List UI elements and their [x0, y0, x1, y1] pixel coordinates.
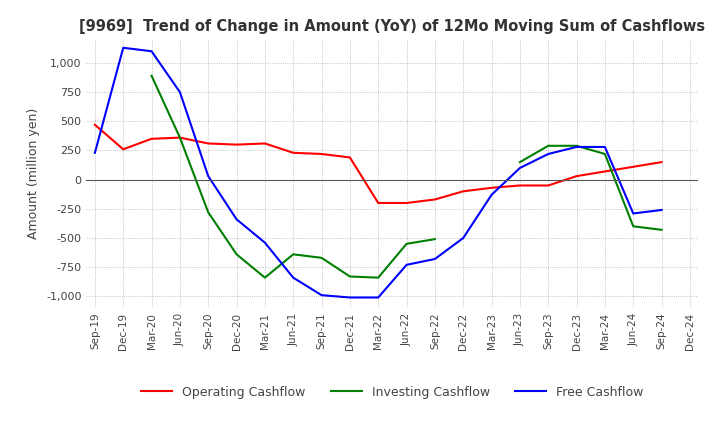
Investing Cashflow: [657, 227, 666, 232]
Free Cashflow: [91, 150, 99, 155]
Operating Cashflow: [629, 164, 637, 169]
Investing Cashflow: [600, 151, 609, 157]
Operating Cashflow: [459, 189, 467, 194]
Line: Free Cashflow: Free Cashflow: [95, 48, 662, 297]
Operating Cashflow: [148, 136, 156, 141]
Operating Cashflow: [516, 183, 524, 188]
Free Cashflow: [516, 165, 524, 171]
Operating Cashflow: [402, 200, 411, 205]
Y-axis label: Amount (million yen): Amount (million yen): [27, 108, 40, 239]
Investing Cashflow: [91, 210, 99, 215]
Investing Cashflow: [233, 252, 241, 257]
Free Cashflow: [119, 45, 127, 51]
Free Cashflow: [600, 144, 609, 150]
Operating Cashflow: [233, 142, 241, 147]
Operating Cashflow: [487, 185, 496, 191]
Free Cashflow: [459, 235, 467, 241]
Operating Cashflow: [289, 150, 297, 155]
Free Cashflow: [572, 144, 581, 150]
Investing Cashflow: [402, 241, 411, 246]
Operating Cashflow: [91, 122, 99, 128]
Operating Cashflow: [374, 200, 382, 205]
Investing Cashflow: [544, 143, 552, 148]
Free Cashflow: [487, 192, 496, 198]
Investing Cashflow: [346, 274, 354, 279]
Free Cashflow: [346, 295, 354, 300]
Operating Cashflow: [657, 159, 666, 165]
Free Cashflow: [261, 240, 269, 245]
Operating Cashflow: [318, 151, 326, 157]
Operating Cashflow: [261, 141, 269, 146]
Operating Cashflow: [600, 169, 609, 174]
Line: Operating Cashflow: Operating Cashflow: [95, 125, 662, 203]
Investing Cashflow: [148, 73, 156, 78]
Operating Cashflow: [544, 183, 552, 188]
Free Cashflow: [233, 216, 241, 222]
Investing Cashflow: [431, 237, 439, 242]
Investing Cashflow: [289, 252, 297, 257]
Operating Cashflow: [176, 135, 184, 140]
Free Cashflow: [657, 207, 666, 213]
Investing Cashflow: [516, 159, 524, 165]
Free Cashflow: [176, 89, 184, 95]
Operating Cashflow: [119, 147, 127, 152]
Free Cashflow: [204, 173, 212, 179]
Free Cashflow: [148, 49, 156, 54]
Investing Cashflow: [176, 135, 184, 140]
Investing Cashflow: [204, 210, 212, 215]
Investing Cashflow: [318, 255, 326, 260]
Free Cashflow: [402, 262, 411, 268]
Investing Cashflow: [261, 275, 269, 280]
Free Cashflow: [431, 257, 439, 262]
Title: [9969]  Trend of Change in Amount (YoY) of 12Mo Moving Sum of Cashflows: [9969] Trend of Change in Amount (YoY) o…: [79, 19, 706, 34]
Operating Cashflow: [572, 173, 581, 179]
Free Cashflow: [629, 211, 637, 216]
Free Cashflow: [374, 295, 382, 300]
Legend: Operating Cashflow, Investing Cashflow, Free Cashflow: Operating Cashflow, Investing Cashflow, …: [136, 381, 649, 404]
Investing Cashflow: [374, 275, 382, 280]
Operating Cashflow: [204, 141, 212, 146]
Free Cashflow: [544, 151, 552, 157]
Operating Cashflow: [346, 155, 354, 160]
Operating Cashflow: [431, 197, 439, 202]
Free Cashflow: [289, 275, 297, 280]
Investing Cashflow: [629, 224, 637, 229]
Line: Investing Cashflow: Investing Cashflow: [95, 76, 662, 278]
Investing Cashflow: [572, 143, 581, 148]
Free Cashflow: [318, 293, 326, 298]
